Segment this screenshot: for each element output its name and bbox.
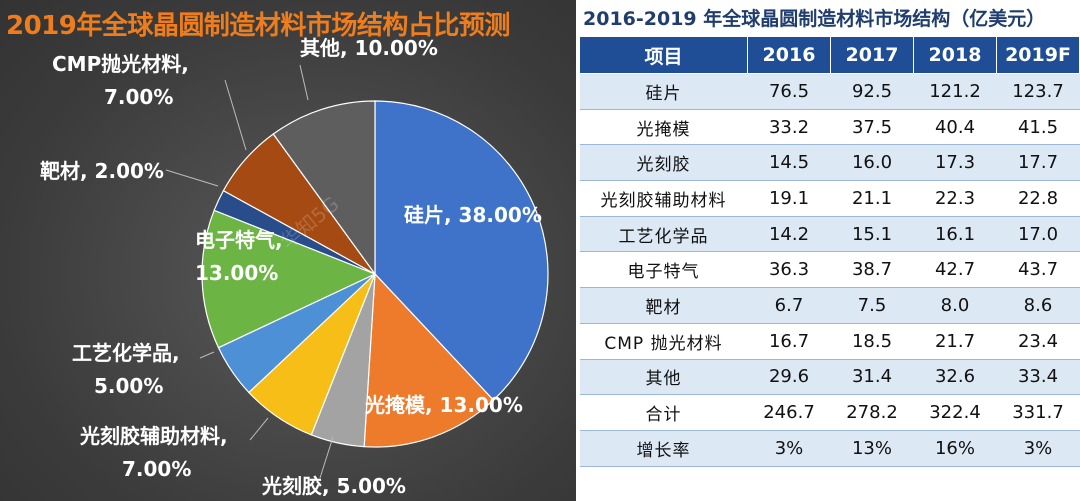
value-cell: 18.5: [830, 323, 914, 360]
value-cell: 278.2: [830, 394, 914, 431]
pie-slice-label: 光刻胶辅助材料, 7.00%: [79, 424, 228, 481]
value-cell: 76.5: [747, 73, 831, 110]
value-cell: 14.5: [747, 144, 831, 182]
leader-line: [299, 64, 309, 101]
value-cell: 92.5: [830, 73, 914, 110]
value-cell: 7.5: [830, 287, 914, 324]
table-row: 光刻胶辅助材料 19.1 21.1 22.3 22.8: [579, 180, 1080, 217]
pie-slice: [201, 209, 377, 349]
value-cell: 22.8: [996, 180, 1080, 217]
pie-slice: [272, 100, 376, 276]
row-label-cell: CMP 抛光材料: [579, 323, 748, 360]
table-panel: 2016-2019 年全球晶圆制造材料市场结构（亿美元） 项目 2016 2017 2…: [577, 0, 1080, 501]
row-label-cell: 增长率: [579, 430, 748, 467]
value-cell: 31.4: [830, 359, 914, 396]
value-cell: 41.5: [996, 109, 1080, 146]
value-cell: 17.0: [996, 216, 1080, 253]
value-cell: 16.7: [747, 323, 831, 360]
leader-line: [391, 399, 398, 413]
value-cell: 3%: [747, 430, 831, 467]
pie-chart-panel: 2019年全球晶圆制造材料市场结构占比预测 华知5G 硅片, 38.00% 光掩模,…: [0, 0, 576, 501]
column-header-item: 项目: [579, 36, 748, 74]
row-label-cell: 靶材: [579, 287, 748, 324]
value-cell: 121.2: [913, 73, 997, 110]
pie-chart: 华知5G 硅片, 38.00%光掩模, 13.00%光刻胶, 5.00%光刻胶辅助…: [40, 36, 549, 498]
value-cell: 322.4: [913, 394, 997, 431]
value-cell: 16%: [913, 430, 997, 467]
value-cell: 17.3: [913, 144, 997, 182]
value-cell: 21.7: [913, 323, 997, 360]
value-cell: 16.0: [830, 144, 914, 182]
row-label-cell: 硅片: [579, 73, 748, 110]
table-row: 工艺化学品 14.2 15.1 16.1 17.0: [579, 216, 1080, 253]
pie-slice-label: 光刻胶, 5.00%: [261, 474, 406, 498]
row-label-cell: 电子特气: [579, 251, 748, 289]
pie-slice-label: 其他, 10.00%: [300, 36, 438, 60]
column-header-year: 2016: [747, 36, 831, 74]
leader-line: [249, 417, 269, 441]
value-cell: 123.7: [996, 73, 1080, 110]
value-cell: 21.1: [830, 180, 914, 217]
table-row: CMP 抛光材料 16.7 18.5 21.7 23.4: [579, 323, 1080, 360]
value-cell: 23.4: [996, 323, 1080, 360]
row-label-cell: 光掩模: [579, 109, 748, 146]
pie-slice-label: 硅片, 38.00%: [404, 203, 542, 227]
value-cell: 6.7: [747, 287, 831, 324]
pie-chart-title: 2019年全球晶圆制造材料市场结构占比预测: [6, 11, 510, 41]
value-cell: 29.6: [747, 359, 831, 396]
pie-slice-label: 靶材, 2.00%: [40, 159, 164, 183]
value-cell: 13%: [830, 430, 914, 467]
value-cell: 43.7: [996, 251, 1080, 289]
pie-slice-label: 工艺化学品, 5.00%: [72, 341, 180, 398]
table-row: 合计 246.7 278.2 322.4 331.7: [579, 394, 1080, 431]
row-label-cell: 光刻胶: [579, 144, 748, 182]
leader-line: [165, 169, 219, 187]
value-cell: 37.5: [830, 109, 914, 146]
value-cell: 32.6: [913, 359, 997, 396]
value-cell: 14.2: [747, 216, 831, 253]
pie-slice-label: CMP抛光材料, 7.00%: [52, 52, 189, 109]
table-row: 靶材 6.7 7.5 8.0 8.6: [579, 287, 1080, 324]
table-title: 2016-2019 年全球晶圆制造材料市场结构（亿美元）: [583, 8, 1046, 30]
row-label-cell: 光刻胶辅助材料: [579, 180, 748, 217]
value-cell: 17.7: [996, 144, 1080, 182]
value-cell: 33.4: [996, 359, 1080, 396]
value-cell: 8.6: [996, 287, 1080, 324]
leader-line: [319, 436, 334, 479]
table-row: 电子特气 36.3 38.7 42.7 43.7: [579, 251, 1080, 289]
table-row: 增长率 3% 13% 16% 3%: [579, 430, 1080, 467]
table-row: 硅片 76.5 92.5 121.2 123.7: [579, 73, 1080, 110]
value-cell: 3%: [996, 430, 1080, 467]
value-cell: 42.7: [913, 251, 997, 289]
value-cell: 15.1: [830, 216, 914, 253]
value-cell: 36.3: [747, 251, 831, 289]
value-cell: 38.7: [830, 251, 914, 289]
table-row: 光掩模 33.2 37.5 40.4 41.5: [579, 109, 1080, 146]
pie-slice: [374, 100, 549, 401]
table-header-row: 项目 2016 2017 2018 2019F: [579, 36, 1080, 74]
value-cell: 33.2: [747, 109, 831, 146]
column-header-year: 2017: [830, 36, 914, 74]
value-cell: 246.7: [747, 394, 831, 431]
table-row: 其他 29.6 31.4 32.6 33.4: [579, 359, 1080, 396]
value-cell: 40.4: [913, 109, 997, 146]
pie-slice-label: 光掩模, 13.00%: [364, 393, 523, 417]
value-cell: 8.0: [913, 287, 997, 324]
market-structure-table: 项目 2016 2017 2018 2019F 硅片 76.5 92.5 121.2 123.7…: [579, 36, 1080, 467]
row-label-cell: 其他: [579, 359, 748, 396]
value-cell: 19.1: [747, 180, 831, 217]
leader-line: [199, 351, 215, 359]
pie-slice-label: 电子特气, 13.00%: [195, 228, 283, 285]
value-cell: 331.7: [996, 394, 1080, 431]
row-label-cell: 工艺化学品: [579, 216, 748, 253]
leader-line: [224, 79, 247, 151]
table-row: 光刻胶 14.5 16.0 17.3 17.7: [579, 144, 1080, 182]
column-header-year: 2018: [913, 36, 997, 74]
column-header-year: 2019F: [996, 36, 1080, 74]
pie-slice: [363, 272, 495, 448]
row-label-cell: 合计: [579, 394, 748, 431]
value-cell: 22.3: [913, 180, 997, 217]
value-cell: 16.1: [913, 216, 997, 253]
